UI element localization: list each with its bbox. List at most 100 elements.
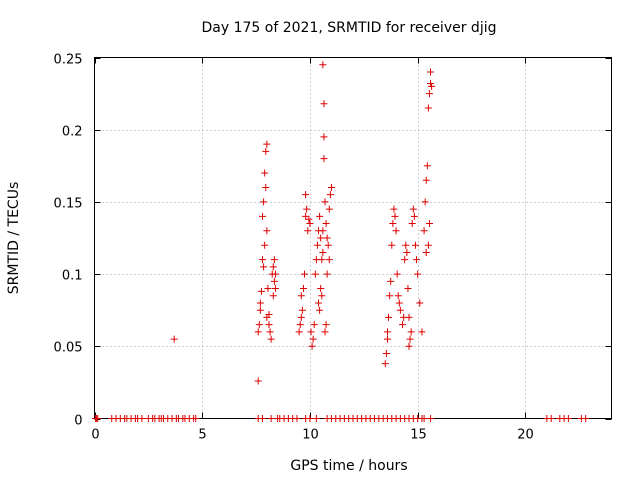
data-point-marker [266, 328, 274, 336]
data-point-marker [385, 313, 393, 321]
data-point-marker [420, 415, 428, 422]
data-point-marker [321, 328, 329, 336]
data-point-marker [427, 79, 435, 87]
data-point-marker [259, 256, 267, 264]
data-point-marker [262, 147, 270, 155]
data-point-marker [257, 287, 265, 295]
data-point-marker [322, 220, 330, 228]
data-point-marker [310, 321, 318, 329]
data-point-marker [320, 133, 328, 141]
data-point-marker [389, 220, 397, 228]
y-axis-label: SRMTID / TECUs [6, 182, 22, 295]
data-point-marker [261, 241, 269, 249]
data-point-marker [425, 90, 433, 98]
y-tick-label: 0 [74, 414, 82, 429]
plot-frame [94, 57, 612, 419]
data-point-marker [264, 285, 272, 293]
data-point-marker [427, 68, 435, 76]
grid-lines [94, 57, 612, 419]
data-point-marker [316, 212, 324, 220]
data-point-marker [308, 342, 316, 350]
data-point-marker [564, 415, 572, 422]
data-point-marker [391, 212, 399, 220]
data-point-marker [311, 270, 319, 278]
data-point-marker [297, 313, 305, 321]
data-point-marker [425, 220, 433, 228]
data-point-marker [315, 299, 323, 307]
data-point-marker [271, 270, 279, 278]
data-point-marker [265, 321, 273, 329]
data-point-marker [407, 328, 415, 336]
data-point-marker [422, 176, 430, 184]
data-point-marker [302, 212, 310, 220]
data-point-marker [382, 350, 390, 358]
data-point-marker [423, 162, 431, 170]
data-point-marker [269, 263, 277, 271]
data-point-marker [270, 277, 278, 285]
data-point-marker [260, 263, 268, 271]
data-point-marker [256, 299, 264, 307]
data-point-marker [295, 328, 303, 336]
y-tick-label: 0.25 [54, 53, 83, 68]
data-point-marker [256, 306, 264, 314]
data-point-marker [267, 335, 275, 343]
data-point-marker [404, 285, 412, 293]
data-point-marker [261, 169, 269, 177]
data-point-marker [393, 270, 401, 278]
axis-ticks: 0 5 10 15 20 0 0.05 0.1 0.15 0.2 0.25 [54, 53, 612, 443]
data-point-marker [297, 292, 305, 300]
data-point-marker [302, 191, 310, 199]
data-point-marker [270, 256, 278, 264]
data-point-marker [408, 220, 416, 228]
data-point-marker [94, 415, 102, 422]
data-point-marker [323, 234, 331, 242]
data-point-marker [547, 415, 555, 422]
chart-title: Day 175 of 2021, SRMTID for receiver dji… [202, 20, 497, 36]
data-point-marker [392, 227, 400, 235]
data-point-marker [309, 335, 317, 343]
data-point-marker [320, 100, 328, 108]
data-point-marker [582, 415, 590, 422]
data-point-marker [324, 241, 332, 249]
data-point-marker [305, 215, 313, 223]
y-tick-label: 0.1 [62, 269, 83, 284]
data-point-marker [322, 321, 330, 329]
data-point-marker [259, 212, 267, 220]
data-point-marker [317, 234, 325, 242]
data-point-marker [421, 198, 429, 206]
data-point-marker [316, 306, 324, 314]
data-point-marker [255, 321, 263, 329]
data-point-marker [260, 198, 268, 206]
data-point-marker [381, 360, 389, 368]
data-point-marker [321, 198, 329, 206]
data-point-marker [326, 191, 334, 199]
data-point-marker [263, 313, 271, 321]
data-point-marker [424, 241, 432, 249]
data-point-marker [394, 292, 402, 300]
data-point-marker [254, 377, 262, 385]
data-point-marker [396, 306, 404, 314]
data-point-marker [263, 140, 271, 148]
data-point-marker [271, 285, 279, 293]
data-point-marker [390, 205, 398, 213]
data-point-marker [422, 248, 430, 256]
data-point-marker [267, 415, 275, 422]
data-point-marker [138, 415, 146, 422]
data-point-marker [259, 415, 267, 422]
data-point-marker [420, 227, 428, 235]
data-point-marker [401, 256, 409, 264]
y-tick-label: 0.2 [62, 125, 83, 140]
data-point-marker [306, 220, 314, 228]
data-point-marker [414, 270, 422, 278]
data-point-marker [427, 415, 435, 422]
data-point-marker [318, 292, 326, 300]
data-point-marker [402, 241, 410, 249]
data-point-marker [312, 415, 320, 422]
x-axis-label: GPS time / hours [290, 458, 407, 474]
data-points [92, 61, 590, 422]
x-tick-label: 10 [302, 428, 319, 443]
data-point-marker [298, 306, 306, 314]
data-point-marker [325, 256, 333, 264]
data-point-marker [388, 241, 396, 249]
